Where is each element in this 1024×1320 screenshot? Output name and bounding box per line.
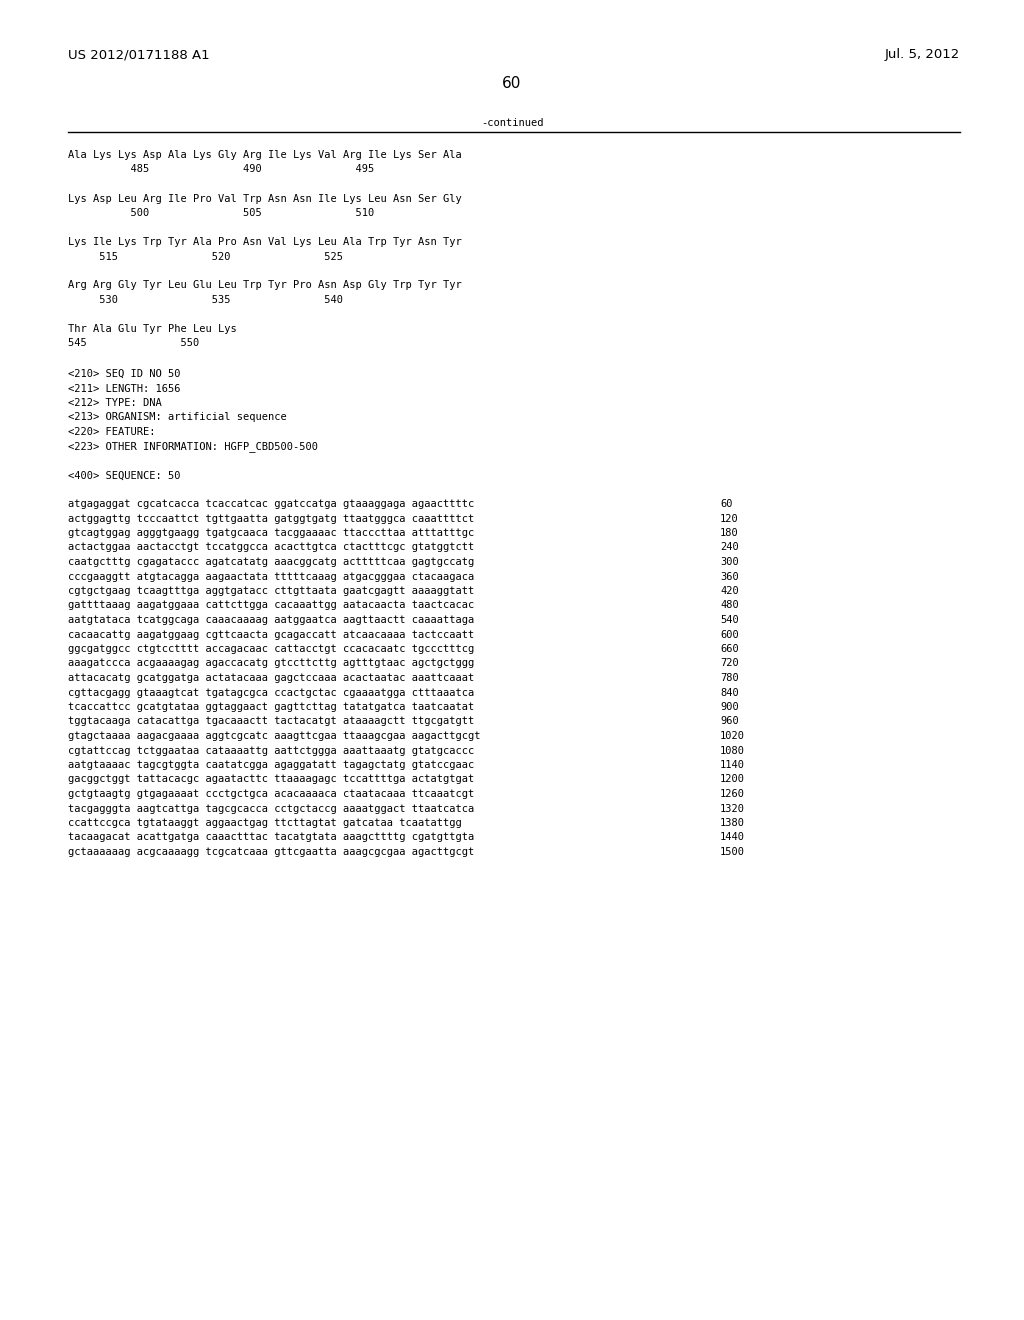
Text: 515               520               525: 515 520 525	[68, 252, 343, 261]
Text: tggtacaaga catacattga tgacaaactt tactacatgt ataaaagctt ttgcgatgtt: tggtacaaga catacattga tgacaaactt tactaca…	[68, 717, 474, 726]
Text: tacaagacat acattgatga caaactttac tacatgtata aaagcttttg cgatgttgta: tacaagacat acattgatga caaactttac tacatgt…	[68, 833, 474, 842]
Text: 1380: 1380	[720, 818, 745, 828]
Text: cccgaaggtt atgtacagga aagaactata tttttcaaag atgacgggaa ctacaagaca: cccgaaggtt atgtacagga aagaactata tttttca…	[68, 572, 474, 582]
Text: Thr Ala Glu Tyr Phe Leu Lys: Thr Ala Glu Tyr Phe Leu Lys	[68, 323, 237, 334]
Text: cgtattccag tctggaataa cataaaattg aattctggga aaattaaatg gtatgcaccc: cgtattccag tctggaataa cataaaattg aattctg…	[68, 746, 474, 755]
Text: gtcagtggag agggtgaagg tgatgcaaca tacggaaaac ttacccttaa atttatttgc: gtcagtggag agggtgaagg tgatgcaaca tacggaa…	[68, 528, 474, 539]
Text: 720: 720	[720, 659, 738, 668]
Text: cgtgctgaag tcaagtttga aggtgatacc cttgttaata gaatcgagtt aaaaggtatt: cgtgctgaag tcaagtttga aggtgatacc cttgtta…	[68, 586, 474, 597]
Text: 1500: 1500	[720, 847, 745, 857]
Text: <223> OTHER INFORMATION: HGFP_CBD500-500: <223> OTHER INFORMATION: HGFP_CBD500-500	[68, 441, 318, 453]
Text: gtagctaaaa aagacgaaaa aggtcgcatc aaagttcgaa ttaaagcgaa aagacttgcgt: gtagctaaaa aagacgaaaa aggtcgcatc aaagttc…	[68, 731, 480, 741]
Text: 660: 660	[720, 644, 738, 653]
Text: gctaaaaaag acgcaaaagg tcgcatcaaa gttcgaatta aaagcgcgaa agacttgcgt: gctaaaaaag acgcaaaagg tcgcatcaaa gttcgaa…	[68, 847, 474, 857]
Text: 600: 600	[720, 630, 738, 639]
Text: 1440: 1440	[720, 833, 745, 842]
Text: cacaacattg aagatggaag cgttcaacta gcagaccatt atcaacaaaa tactccaatt: cacaacattg aagatggaag cgttcaacta gcagacc…	[68, 630, 474, 639]
Text: 1200: 1200	[720, 775, 745, 784]
Text: 120: 120	[720, 513, 738, 524]
Text: tacgagggta aagtcattga tagcgcacca cctgctaccg aaaatggact ttaatcatca: tacgagggta aagtcattga tagcgcacca cctgcta…	[68, 804, 474, 813]
Text: atgagaggat cgcatcacca tcaccatcac ggatccatga gtaaaggaga agaacttttc: atgagaggat cgcatcacca tcaccatcac ggatcca…	[68, 499, 474, 510]
Text: <210> SEQ ID NO 50: <210> SEQ ID NO 50	[68, 370, 180, 379]
Text: 500               505               510: 500 505 510	[68, 209, 374, 218]
Text: Lys Ile Lys Trp Tyr Ala Pro Asn Val Lys Leu Ala Trp Tyr Asn Tyr: Lys Ile Lys Trp Tyr Ala Pro Asn Val Lys …	[68, 238, 462, 247]
Text: cgttacgagg gtaaagtcat tgatagcgca ccactgctac cgaaaatgga ctttaaatca: cgttacgagg gtaaagtcat tgatagcgca ccactgc…	[68, 688, 474, 697]
Text: aatgtataca tcatggcaga caaacaaaag aatggaatca aagttaactt caaaattaga: aatgtataca tcatggcaga caaacaaaag aatggaa…	[68, 615, 474, 624]
Text: ggcgatggcc ctgtcctttt accagacaac cattacctgt ccacacaatc tgccctttcg: ggcgatggcc ctgtcctttt accagacaac cattacc…	[68, 644, 474, 653]
Text: <211> LENGTH: 1656: <211> LENGTH: 1656	[68, 384, 180, 393]
Text: 300: 300	[720, 557, 738, 568]
Text: attacacatg gcatggatga actatacaaa gagctccaaa acactaatac aaattcaaat: attacacatg gcatggatga actatacaaa gagctcc…	[68, 673, 474, 682]
Text: 900: 900	[720, 702, 738, 711]
Text: gctgtaagtg gtgagaaaat ccctgctgca acacaaaaca ctaatacaaa ttcaaatcgt: gctgtaagtg gtgagaaaat ccctgctgca acacaaa…	[68, 789, 474, 799]
Text: Arg Arg Gly Tyr Leu Glu Leu Trp Tyr Pro Asn Asp Gly Trp Tyr Tyr: Arg Arg Gly Tyr Leu Glu Leu Trp Tyr Pro …	[68, 281, 462, 290]
Text: 180: 180	[720, 528, 738, 539]
Text: gacggctggt tattacacgc agaatacttc ttaaaagagc tccattttga actatgtgat: gacggctggt tattacacgc agaatacttc ttaaaag…	[68, 775, 474, 784]
Text: gattttaaag aagatggaaa cattcttgga cacaaattgg aatacaacta taactcacac: gattttaaag aagatggaaa cattcttgga cacaaat…	[68, 601, 474, 610]
Text: 1260: 1260	[720, 789, 745, 799]
Text: 485               490               495: 485 490 495	[68, 165, 374, 174]
Text: -continued: -continued	[480, 117, 544, 128]
Text: 60: 60	[503, 77, 521, 91]
Text: 1140: 1140	[720, 760, 745, 770]
Text: 840: 840	[720, 688, 738, 697]
Text: actactggaa aactacctgt tccatggcca acacttgtca ctactttcgc gtatggtctt: actactggaa aactacctgt tccatggcca acacttg…	[68, 543, 474, 553]
Text: <220> FEATURE:: <220> FEATURE:	[68, 426, 156, 437]
Text: 1080: 1080	[720, 746, 745, 755]
Text: Lys Asp Leu Arg Ile Pro Val Trp Asn Asn Ile Lys Leu Asn Ser Gly: Lys Asp Leu Arg Ile Pro Val Trp Asn Asn …	[68, 194, 462, 203]
Text: 240: 240	[720, 543, 738, 553]
Text: 60: 60	[720, 499, 732, 510]
Text: 360: 360	[720, 572, 738, 582]
Text: US 2012/0171188 A1: US 2012/0171188 A1	[68, 48, 210, 61]
Text: ccattccgca tgtataaggt aggaactgag ttcttagtat gatcataa tcaatattgg: ccattccgca tgtataaggt aggaactgag ttcttag…	[68, 818, 462, 828]
Text: Ala Lys Lys Asp Ala Lys Gly Arg Ile Lys Val Arg Ile Lys Ser Ala: Ala Lys Lys Asp Ala Lys Gly Arg Ile Lys …	[68, 150, 462, 160]
Text: Jul. 5, 2012: Jul. 5, 2012	[885, 48, 961, 61]
Text: <400> SEQUENCE: 50: <400> SEQUENCE: 50	[68, 470, 180, 480]
Text: 530               535               540: 530 535 540	[68, 294, 343, 305]
Text: caatgctttg cgagataccc agatcatatg aaacggcatg actttttcaa gagtgccatg: caatgctttg cgagataccc agatcatatg aaacggc…	[68, 557, 474, 568]
Text: 1320: 1320	[720, 804, 745, 813]
Text: 480: 480	[720, 601, 738, 610]
Text: aatgtaaaac tagcgtggta caatatcgga agaggatatt tagagctatg gtatccgaac: aatgtaaaac tagcgtggta caatatcgga agaggat…	[68, 760, 474, 770]
Text: 960: 960	[720, 717, 738, 726]
Text: 420: 420	[720, 586, 738, 597]
Text: actggagttg tcccaattct tgttgaatta gatggtgatg ttaatgggca caaattttct: actggagttg tcccaattct tgttgaatta gatggtg…	[68, 513, 474, 524]
Text: aaagatccca acgaaaagag agaccacatg gtccttcttg agtttgtaac agctgctggg: aaagatccca acgaaaagag agaccacatg gtccttc…	[68, 659, 474, 668]
Text: tcaccattcc gcatgtataa ggtaggaact gagttcttag tatatgatca taatcaatat: tcaccattcc gcatgtataa ggtaggaact gagttct…	[68, 702, 474, 711]
Text: 545               550: 545 550	[68, 338, 200, 348]
Text: 540: 540	[720, 615, 738, 624]
Text: 780: 780	[720, 673, 738, 682]
Text: 1020: 1020	[720, 731, 745, 741]
Text: <213> ORGANISM: artificial sequence: <213> ORGANISM: artificial sequence	[68, 412, 287, 422]
Text: <212> TYPE: DNA: <212> TYPE: DNA	[68, 399, 162, 408]
